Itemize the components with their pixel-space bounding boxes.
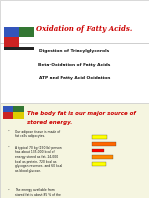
- Text: •: •: [7, 146, 9, 150]
- Bar: [4, 27, 19, 37]
- Text: •: •: [7, 129, 9, 134]
- Bar: [92, 135, 107, 139]
- Bar: [92, 148, 104, 152]
- Bar: [92, 162, 106, 166]
- Bar: [92, 155, 113, 159]
- Text: Our adipose tissue is made of
fat cells adipocytes.: Our adipose tissue is made of fat cells …: [15, 129, 60, 138]
- Text: •: •: [7, 188, 9, 192]
- Bar: [3, 112, 13, 119]
- Text: A typical 70 kg (150 lb) person
has about 135,000 kcal of
energy stored as fat, : A typical 70 kg (150 lb) person has abou…: [15, 146, 62, 173]
- Bar: [4, 37, 19, 47]
- Text: The body fat is our major source of: The body fat is our major source of: [27, 110, 136, 116]
- Text: ATP and Fatty Acid Oxidation: ATP and Fatty Acid Oxidation: [39, 76, 110, 80]
- Bar: [4, 47, 34, 50]
- Bar: [92, 142, 116, 146]
- Text: The energy available from
stored fat is about 85 % of the
total energy available: The energy available from stored fat is …: [15, 188, 61, 198]
- Text: Digestion of Triacylglycerols: Digestion of Triacylglycerols: [39, 50, 110, 53]
- Bar: [13, 106, 24, 112]
- Text: Oxidation of Fatty Acids.: Oxidation of Fatty Acids.: [36, 25, 132, 33]
- Text: stored energy.: stored energy.: [27, 120, 72, 125]
- Bar: [19, 27, 34, 37]
- Bar: [13, 112, 24, 119]
- Bar: [3, 106, 13, 112]
- Text: Beta-Oxidation of Fatty Acids: Beta-Oxidation of Fatty Acids: [38, 63, 111, 67]
